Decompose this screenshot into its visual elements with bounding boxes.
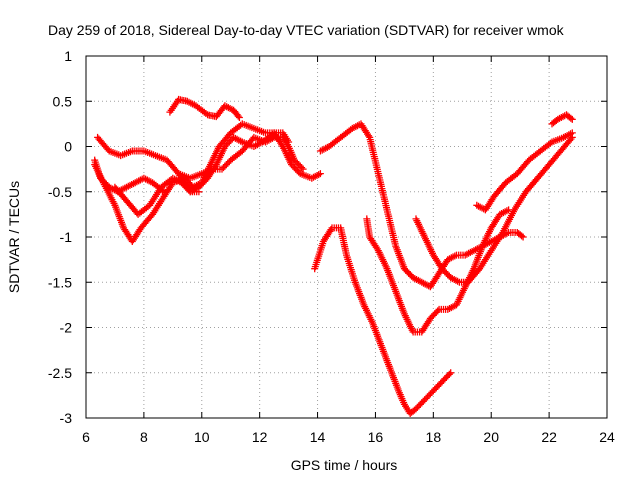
- data-point: [445, 370, 453, 378]
- x-tick-label: 20: [483, 429, 499, 445]
- series-track-4: [111, 129, 293, 218]
- data-point: [434, 307, 442, 315]
- series-track-12: [548, 111, 576, 128]
- x-tick-label: 12: [252, 429, 268, 445]
- data-point: [235, 114, 243, 121]
- series-track-6: [175, 133, 307, 182]
- y-tick-label: -0.5: [48, 184, 72, 200]
- x-tick-label: 14: [310, 429, 326, 445]
- data-point: [568, 115, 576, 123]
- x-tick-label: 16: [368, 429, 384, 445]
- y-tick-label: -2: [60, 320, 73, 336]
- data-point: [568, 129, 576, 137]
- data-point: [299, 165, 307, 173]
- series-track-8: [311, 224, 455, 417]
- series-track-3: [94, 133, 203, 196]
- grid-layer: [86, 56, 607, 418]
- series-track-10: [412, 133, 576, 286]
- marks-layer: [91, 95, 576, 417]
- x-tick-label: 10: [194, 429, 210, 445]
- data-point: [447, 369, 455, 377]
- series-track-5: [166, 95, 243, 121]
- x-tick-label: 8: [140, 429, 148, 445]
- y-tick-label: 1: [64, 48, 72, 64]
- y-tick-label: -3: [60, 410, 73, 426]
- series-track-11: [473, 129, 576, 214]
- series-track-9: [363, 206, 513, 336]
- data-point: [519, 233, 527, 241]
- chart-title: Day 259 of 2018, Sidereal Day-to-day VTE…: [48, 22, 565, 38]
- y-tick-label: -2.5: [48, 365, 72, 381]
- y-tick-label: 0: [64, 139, 72, 155]
- data-point: [518, 232, 526, 240]
- data-point: [298, 164, 306, 172]
- x-tick-label: 18: [426, 429, 442, 445]
- y-tick-label: -1.5: [48, 274, 72, 290]
- x-axis-label: GPS time / hours: [291, 457, 398, 473]
- x-tick-label: 6: [82, 429, 90, 445]
- data-point: [234, 112, 242, 120]
- y-axis-label: SDTVAR / TECUs: [6, 181, 22, 293]
- x-tick-label: 24: [599, 429, 615, 445]
- data-point: [567, 114, 575, 122]
- data-point: [316, 170, 324, 178]
- data-point: [365, 132, 373, 140]
- ticks-layer: 6 8 10 12 14 16 18 20 22 24 1 0.5 0 -0.5 -1 -1.5 -2 -2.5 -…: [48, 48, 615, 445]
- x-tick-label: 22: [541, 429, 557, 445]
- y-tick-label: -1: [60, 229, 73, 245]
- y-tick-label: 0.5: [53, 93, 73, 109]
